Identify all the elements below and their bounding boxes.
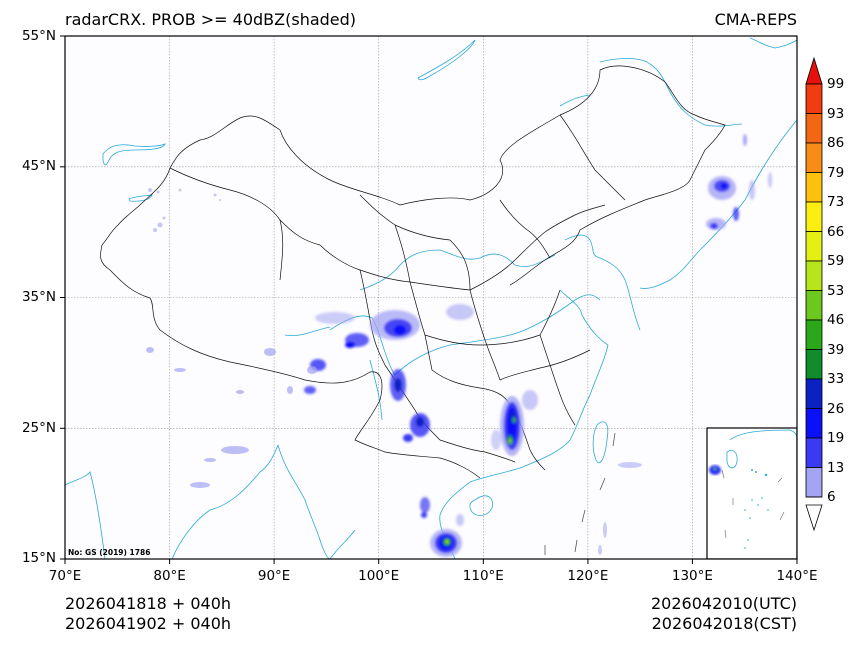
colorbar-label: 26	[827, 400, 845, 417]
x-tick-100e: 100°E	[358, 568, 400, 584]
probability-shading	[146, 134, 772, 557]
colorbar	[805, 56, 823, 532]
colorbar-label: 13	[827, 459, 845, 476]
colorbar-over-triangle	[805, 56, 823, 85]
gridlines	[65, 36, 797, 559]
x-tick-140e: 140°E	[776, 568, 818, 584]
colorbar-label: 46	[827, 312, 845, 328]
south-china-sea-inset	[706, 427, 797, 559]
init-time-line-1: 2026041818 + 040h	[65, 594, 232, 613]
y-tick-15n: 15°N	[21, 550, 56, 566]
model-name: CMA-REPS	[714, 10, 797, 29]
colorbar-label: 59	[827, 253, 845, 269]
colorbar-label: 79	[827, 164, 845, 181]
y-tick-55n: 55°N	[21, 28, 56, 44]
colorbar-label: 53	[827, 282, 845, 299]
colorbar-label: 99	[827, 76, 845, 92]
x-tick-120e: 120°E	[567, 568, 609, 584]
y-tick-45n: 45°N	[21, 158, 56, 174]
init-time-line-2: 2026041902 + 040h	[65, 614, 232, 633]
y-tick-25n: 25°N	[21, 420, 56, 436]
colorbar-label: 33	[827, 371, 845, 387]
valid-time-cst: 2026042018(CST)	[651, 614, 797, 633]
colorbar-label: 39	[827, 341, 845, 358]
x-tick-90e: 90°E	[257, 568, 291, 584]
colorbar-under-triangle	[805, 504, 823, 532]
x-tick-110e: 110°E	[462, 568, 504, 584]
map-approval-number: No: GS (2019) 1786	[68, 548, 151, 557]
colorbar-label: 73	[827, 194, 845, 210]
x-tick-80e: 80°E	[153, 568, 186, 584]
colorbar-label: 19	[827, 430, 845, 446]
colorbar-label: 66	[827, 223, 845, 240]
y-tick-35n: 35°N	[21, 289, 56, 305]
borders	[100, 65, 726, 479]
valid-time-utc: 2026042010(UTC)	[651, 594, 797, 613]
tick-marks	[60, 35, 798, 564]
x-tick-130e: 130°E	[671, 568, 713, 584]
colorbar-label: 6	[827, 489, 836, 505]
colorbar-label: 93	[827, 105, 845, 122]
chart-title: radarCRX. PROB >= 40dBZ(shaded)	[65, 10, 357, 29]
colorbar-label: 86	[827, 135, 845, 151]
x-tick-70e: 70°E	[48, 568, 82, 584]
coastlines	[65, 37, 797, 559]
